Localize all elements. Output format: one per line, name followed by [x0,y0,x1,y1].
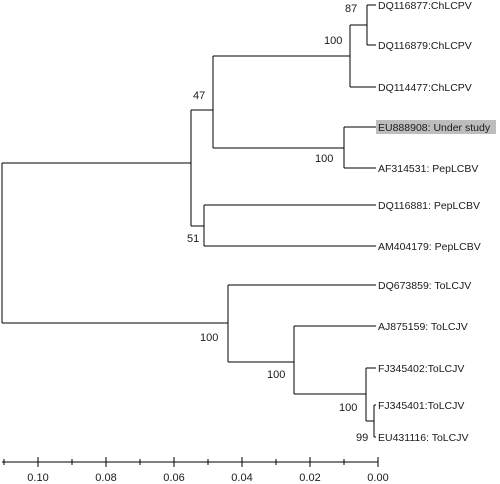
leaf-label: DQ116877:ChLCPV [378,0,472,12]
support-value: 100 [315,153,333,165]
leaf-label-under-study: EU888908: Under study [378,122,491,134]
support-value: 87 [345,3,357,15]
leaf-label: DQ116879:ChLCPV [378,40,472,52]
tick-label: 0.02 [299,472,320,484]
leaf-label: DQ114477:ChLCPV [378,82,472,94]
major-ticks [37,457,379,467]
leaf-label: DQ116881: PepLCBV [378,200,480,212]
support-value: 100 [324,35,342,47]
leaf-label: AJ875159: ToLCJV [378,321,468,333]
support-values: 87 100 47 100 51 100 100 100 99 [187,3,368,444]
support-value: 47 [193,90,205,102]
leaf-label: DQ673859: ToLCJV [378,280,471,292]
leaf-label: AF314531: PepLCBV [378,163,478,175]
leaf-label: FJ345401:ToLCJV [378,400,464,412]
tick-label: 0.08 [95,472,116,484]
leaf-labels: DQ116877:ChLCPV DQ116879:ChLCPV DQ114477… [378,0,491,444]
minor-ticks [3,459,345,465]
tick-label: 0.10 [27,472,48,484]
leaf-label: EU431116: ToLCJV [378,432,468,444]
highlight-under-study [376,120,496,134]
support-value: 51 [187,233,199,245]
tick-label: 0.06 [163,472,184,484]
support-value: 100 [267,369,285,381]
tree-branches [1,4,376,438]
leaf-label: FJ345402:ToLCJV [378,363,464,375]
support-value: 99 [356,432,368,444]
tick-label: 0.00 [367,472,388,484]
scale-axis: 0.10 0.08 0.06 0.04 0.02 0.00 [2,457,389,484]
support-value: 100 [339,402,357,414]
leaf-label: AM404179: PepLCBV [378,241,481,253]
tick-labels: 0.10 0.08 0.06 0.04 0.02 0.00 [27,472,388,484]
tick-label: 0.04 [231,472,252,484]
support-value: 100 [200,332,218,344]
